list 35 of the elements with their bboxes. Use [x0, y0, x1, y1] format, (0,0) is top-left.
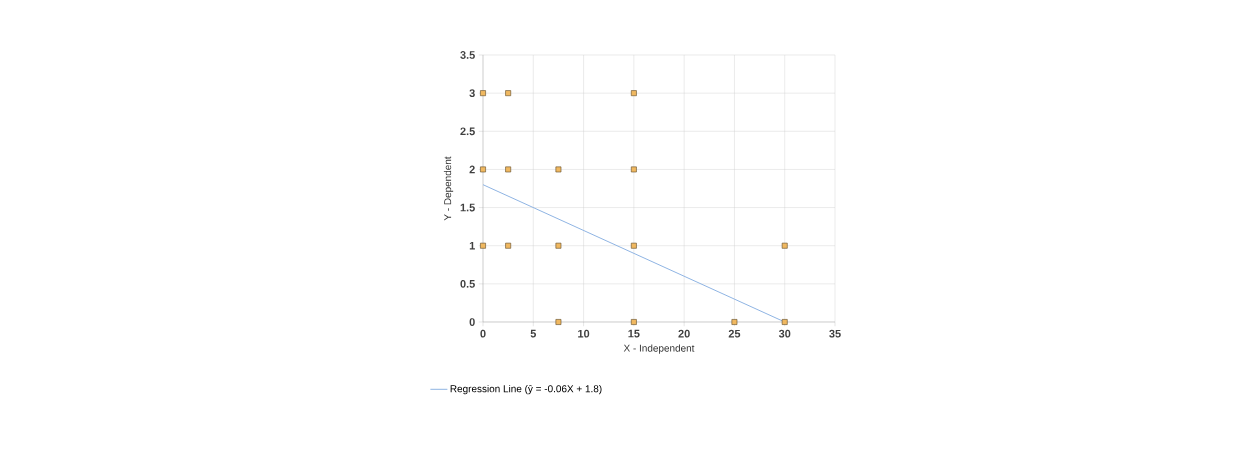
x-tick-label: 35 — [829, 329, 841, 338]
point — [555, 166, 562, 173]
x-tick-label: 25 — [728, 329, 741, 338]
legend-label: Regression Line (ŷ = -0.06X + 1.8) — [450, 384, 602, 395]
y-axis-title: Y - Dependent — [443, 156, 454, 221]
x-axis-title: X - Independent — [623, 344, 695, 354]
y-tick-label: 3.5 — [460, 51, 475, 59]
y-tick-label: 2.5 — [460, 127, 475, 136]
y-tick-label: 0 — [469, 318, 475, 326]
y-tick-label: 3 — [469, 89, 475, 98]
point — [480, 90, 486, 97]
x-tick-label: 10 — [578, 329, 590, 338]
y-tick-label: 1.5 — [460, 203, 475, 212]
point — [505, 166, 512, 173]
point — [555, 242, 562, 249]
y-tick-label: 0.5 — [460, 279, 475, 288]
point — [781, 242, 788, 249]
y-tick-label: 1 — [469, 241, 475, 250]
x-tick-label: 0 — [480, 329, 486, 338]
point — [480, 242, 486, 249]
x-tick-label: 15 — [628, 329, 640, 338]
x-tick-label: 30 — [778, 329, 791, 338]
point — [630, 90, 637, 97]
point — [505, 242, 512, 249]
x-tick-label: 20 — [678, 329, 690, 338]
point — [781, 319, 788, 325]
point — [630, 166, 637, 173]
point — [505, 90, 512, 97]
point — [731, 319, 738, 325]
x-tick-label: 5 — [530, 329, 537, 338]
y-tick-label: 2 — [469, 165, 475, 174]
point — [555, 319, 562, 325]
point — [630, 319, 637, 325]
point — [480, 166, 486, 173]
point — [630, 242, 637, 249]
